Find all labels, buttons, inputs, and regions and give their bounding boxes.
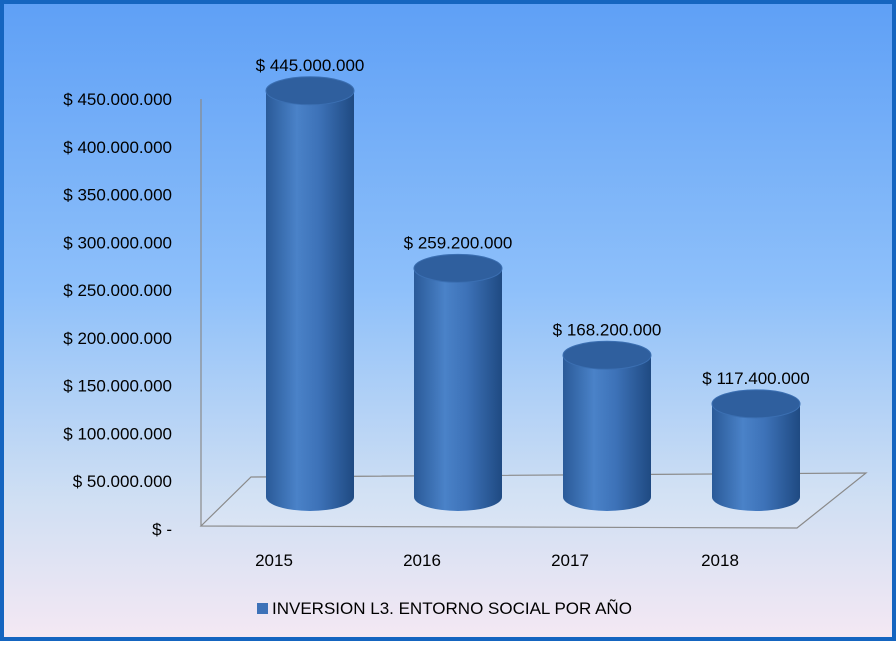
chart-svg: $ - $ 50.000.000 $ 100.000.000 $ 150.000.00… xyxy=(63,56,868,618)
y-tick-label: $ 100.000.000 xyxy=(63,424,172,443)
y-tick-label: $ 300.000.000 xyxy=(63,233,172,252)
bar-top xyxy=(711,389,801,419)
bar-top xyxy=(562,340,652,370)
x-tick-label: 2016 xyxy=(403,551,441,570)
bar-2017: $ 168.200.000 xyxy=(553,320,662,511)
y-tick-label: $ 450.000.000 xyxy=(63,90,172,109)
bar-2016: $ 259.200.000 xyxy=(404,233,513,511)
y-tick-label: $ 150.000.000 xyxy=(63,377,172,396)
y-tick-label: $ 200.000.000 xyxy=(63,329,172,348)
chart-floor xyxy=(199,99,868,529)
legend: INVERSION L3. ENTORNO SOCIAL POR AÑO xyxy=(257,599,632,618)
bar-2018: $ 117.400.000 xyxy=(702,369,810,511)
y-tick-label: $ 350.000.000 xyxy=(63,186,172,205)
bars: $ 445.000.000 $ 259.200.000 $ 168.200.000 $… xyxy=(256,56,810,512)
data-label: $ 259.200.000 xyxy=(404,233,513,252)
y-tick-label: $ 400.000.000 xyxy=(63,138,172,157)
data-label: $ 117.400.000 xyxy=(702,369,809,388)
x-tick-label: 2017 xyxy=(551,551,589,570)
y-axis: $ - $ 50.000.000 $ 100.000.000 $ 150.000.00… xyxy=(63,90,172,539)
x-axis: 2015 2016 2017 2018 xyxy=(255,551,739,570)
floor-plane xyxy=(199,472,868,529)
bar-body xyxy=(414,268,502,511)
x-tick-label: 2018 xyxy=(701,551,739,570)
data-label: $ 168.200.000 xyxy=(553,320,662,339)
legend-label: INVERSION L3. ENTORNO SOCIAL POR AÑO xyxy=(272,599,632,618)
bar-body xyxy=(563,355,651,511)
data-label: $ 445.000.000 xyxy=(256,56,365,75)
x-tick-label: 2015 xyxy=(255,551,293,570)
y-tick-label: $ 250.000.000 xyxy=(63,281,172,300)
y-tick-label: $ 50.000.000 xyxy=(73,472,172,491)
bar-body xyxy=(266,90,354,512)
bar-top xyxy=(265,76,355,106)
bar-top xyxy=(413,253,503,283)
y-tick-label: $ - xyxy=(152,520,172,539)
bar-body xyxy=(712,403,800,511)
legend-swatch xyxy=(257,603,268,614)
bar-2015: $ 445.000.000 xyxy=(256,56,365,512)
